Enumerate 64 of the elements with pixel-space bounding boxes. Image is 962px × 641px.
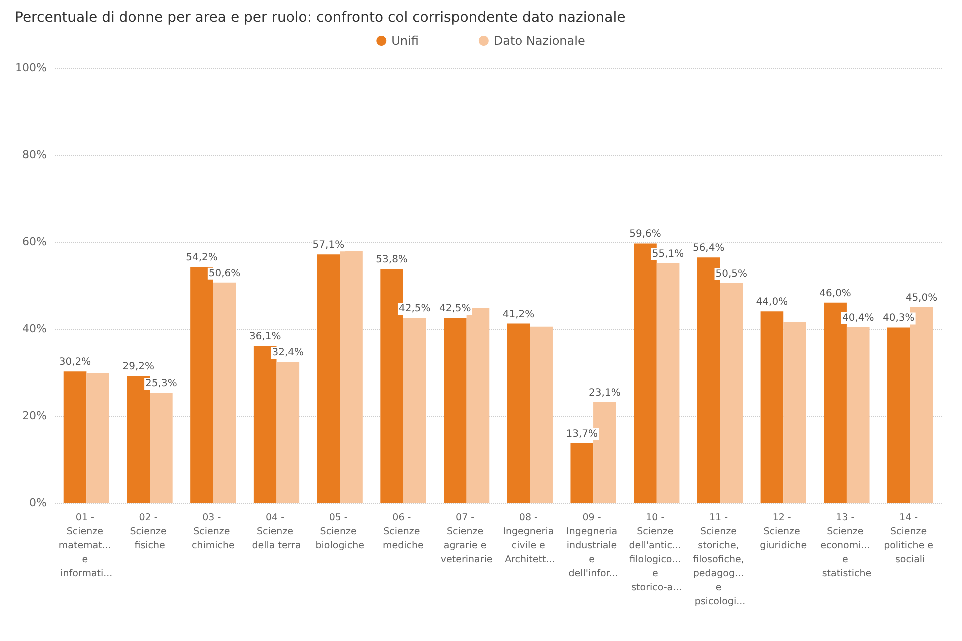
data-label: 50,5% — [716, 268, 748, 280]
y-tick-label: 100% — [16, 62, 47, 74]
bar — [213, 282, 236, 503]
bar — [64, 372, 87, 503]
x-tick-label: 09 - Ingegneria industriale e dell'infor... — [566, 512, 621, 580]
x-tick-label: 10 - Scienze dell'antic... filologico... e storico-a... — [629, 512, 685, 594]
bar — [530, 326, 553, 503]
x-tick-label: 13 - Scienze economi... e statistiche — [820, 512, 874, 580]
y-tick-label: 40% — [22, 322, 47, 336]
bar — [507, 324, 530, 503]
bar — [444, 318, 467, 503]
chart-title: Percentuale di donne per area e per ruolo: confronto col corrispondente dato nazionale — [15, 10, 626, 26]
x-tick-label: 04 - Scienze della terra — [252, 512, 302, 552]
data-label: 53,8% — [376, 254, 408, 266]
x-tick-label: 06 - Scienze mediche — [383, 512, 424, 552]
data-label: 25,3% — [146, 378, 178, 390]
x-tick-label: 12 - Scienze giuridiche — [760, 512, 808, 552]
data-label: 44,0% — [756, 297, 788, 308]
data-label: 40,4% — [842, 312, 874, 324]
data-label: 41,2% — [502, 309, 535, 320]
bar — [403, 318, 426, 503]
y-tick-label: 0% — [30, 496, 47, 510]
x-tick-label: 08 - Ingegneria civile e Architett... — [503, 512, 558, 566]
y-tick-label: 80% — [22, 148, 47, 162]
bar — [656, 263, 680, 503]
x-tick-label: 05 - Scienze biologiche — [316, 512, 365, 552]
x-tick-label: 14 - Scienze politiche e sociali — [884, 512, 937, 566]
legend-label: Unifi — [392, 34, 419, 48]
x-tick-label: 11 - Scienze storiche, filosofiche, pedagog... e psicologi... — [693, 512, 748, 608]
data-label: 57,1% — [312, 240, 345, 252]
data-label: 55,1% — [652, 248, 684, 260]
x-tick-label: 02 - Scienze fisiche — [130, 512, 170, 552]
bar — [846, 327, 870, 503]
x-tick-label: 07 - Scienze agrarie e veterinarie — [440, 512, 493, 566]
data-label: 59,6% — [630, 229, 662, 240]
legend-label: Dato Nazionale — [494, 34, 586, 48]
bar — [150, 392, 173, 503]
bar — [570, 443, 594, 503]
bar — [888, 328, 910, 503]
data-label: 45,0% — [906, 292, 938, 304]
data-label: 56,4% — [692, 243, 725, 254]
data-label: 13,7% — [566, 428, 598, 440]
data-label: 50,6% — [208, 268, 241, 280]
y-tick-label: 60% — [22, 236, 47, 248]
bar — [317, 254, 340, 503]
data-label: 32,4% — [272, 348, 304, 359]
y-tick-label: 20% — [22, 410, 47, 422]
data-label: 23,1% — [589, 388, 621, 400]
data-label: 29,2% — [122, 361, 155, 372]
data-label: 42,5% — [398, 304, 431, 315]
bar — [340, 251, 363, 503]
data-label: 42,5% — [440, 304, 472, 315]
bar — [86, 373, 110, 503]
data-label: 54,2% — [186, 252, 218, 264]
data-label: 30,2% — [59, 357, 92, 368]
bar — [760, 312, 784, 503]
data-label: 40,3% — [883, 313, 915, 324]
bar — [720, 283, 744, 503]
bar — [784, 322, 806, 503]
data-label: 36,1% — [249, 331, 282, 342]
x-tick-label: 03 - Scienze chimiche — [192, 512, 235, 552]
bar — [276, 362, 300, 503]
data-label: 46,0% — [820, 288, 852, 300]
x-tick-label: 01 - Scienze matemat... e informati... — [58, 512, 114, 580]
